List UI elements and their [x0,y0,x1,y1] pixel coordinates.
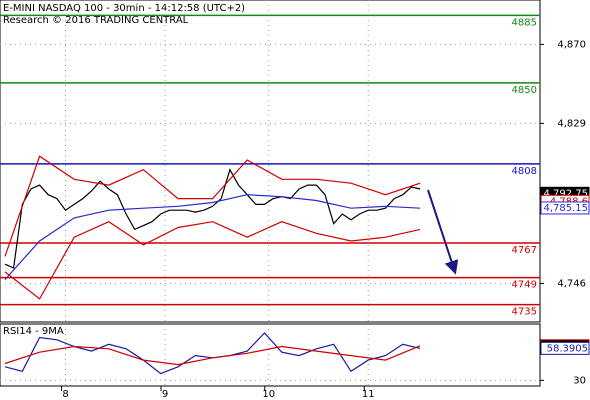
price-tag [540,201,590,215]
y-tick-label: 4,870 [557,39,586,50]
x-tick-label: 10 [262,389,275,400]
level-label: 4885 [512,17,537,28]
level-label: 4749 [512,280,537,291]
series-line [4,155,421,257]
price-tag-label: 4,785.15 [543,203,588,214]
chart-title: E-MINI NASDAQ 100 - 30min - 14:12:58 (UT… [3,3,245,14]
y-tick-label: 30 [573,375,586,386]
series-line [4,221,421,300]
series-line [4,168,421,269]
price-tag-label: 4,792.75 [543,188,588,199]
level-label: 4808 [512,166,537,177]
x-tick-label: 9 [162,389,168,400]
series-line [4,194,421,281]
x-tick-label: 11 [362,389,375,400]
main-panel [0,0,541,323]
series-line [4,332,421,375]
chart-subtitle: Research © 2016 TRADING CENTRAL [3,15,189,26]
forecast-arrow [427,189,459,275]
y-tick-label: 4,829 [557,118,586,129]
series-line [4,345,421,366]
x-tick-label: 8 [62,389,68,400]
rsi-title: RSI14 - 9MA [3,326,64,337]
price-tag [540,341,590,355]
y-tick-label: 4,746 [557,278,586,289]
level-label: 4850 [512,85,537,96]
price-tag-label: 58.3905 [547,343,588,354]
level-label: 4767 [512,245,537,256]
level-label: 4735 [512,307,537,318]
rsi-panel [0,323,541,387]
